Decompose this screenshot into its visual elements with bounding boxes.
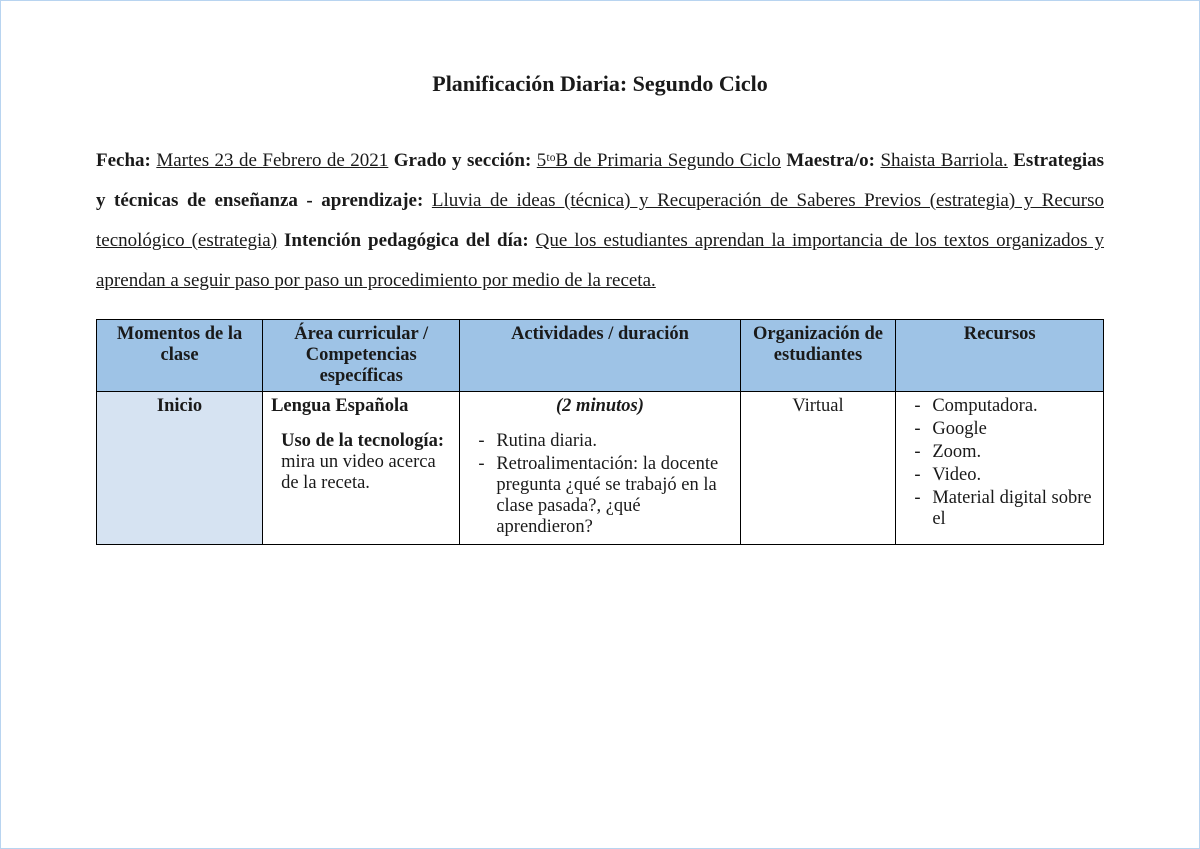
cell-momento: Inicio (97, 391, 263, 544)
meta-block: Fecha: Martes 23 de Febrero de 2021 Grad… (96, 141, 1104, 301)
grado-value: 5ᵗᵒB de Primaria Segundo Ciclo (537, 150, 781, 171)
list-item: Rutina diaria. (472, 431, 731, 452)
intencion-label: Intención pedagógica del día: (284, 230, 529, 251)
cell-recursos: Computadora. Google Zoom. Video. Materia… (896, 391, 1104, 544)
plan-table: Momentos de la clase Área curricular / C… (96, 319, 1104, 545)
grado-label: Grado y sección: (394, 150, 532, 171)
fecha-label: Fecha: (96, 150, 151, 171)
duration: (2 minutos) (468, 396, 731, 417)
cell-area: Lengua Española Uso de la tecnología: mi… (263, 391, 460, 544)
page-title: Planificación Diaria: Segundo Ciclo (96, 71, 1104, 97)
recursos-list: Computadora. Google Zoom. Video. Materia… (904, 396, 1095, 530)
cell-organizacion: Virtual (740, 391, 896, 544)
actividades-list: Rutina diaria. Retroalimentación: la doc… (468, 431, 731, 538)
col-organizacion: Organización de estudiantes (740, 319, 896, 391)
list-item: Retroalimentación: la docente pregunta ¿… (472, 454, 731, 538)
document-page: Planificación Diaria: Segundo Ciclo Fech… (0, 0, 1200, 849)
col-actividades: Actividades / duración (460, 319, 740, 391)
maestra-value: Shaista Barriola. (880, 150, 1007, 171)
list-item: Zoom. (908, 442, 1095, 463)
cell-actividades: (2 minutos) Rutina diaria. Retroalimenta… (460, 391, 740, 544)
table-row: Inicio Lengua Española Uso de la tecnolo… (97, 391, 1104, 544)
col-recursos: Recursos (896, 319, 1104, 391)
list-item: Material digital sobre el (908, 488, 1095, 530)
area-sub-bold: Uso de la tecnología: (281, 431, 444, 451)
fecha-value: Martes 23 de Febrero de 2021 (156, 150, 388, 171)
area-sub-rest: mira un video acerca de la receta. (281, 452, 436, 493)
col-area: Área curricular / Competencias específic… (263, 319, 460, 391)
area-title: Lengua Española (271, 396, 451, 417)
list-item: Computadora. (908, 396, 1095, 417)
col-momentos: Momentos de la clase (97, 319, 263, 391)
list-item: Google (908, 419, 1095, 440)
table-header-row: Momentos de la clase Área curricular / C… (97, 319, 1104, 391)
area-sub: Uso de la tecnología: mira un video acer… (271, 431, 451, 494)
list-item: Video. (908, 465, 1095, 486)
maestra-label: Maestra/o: (786, 150, 875, 171)
